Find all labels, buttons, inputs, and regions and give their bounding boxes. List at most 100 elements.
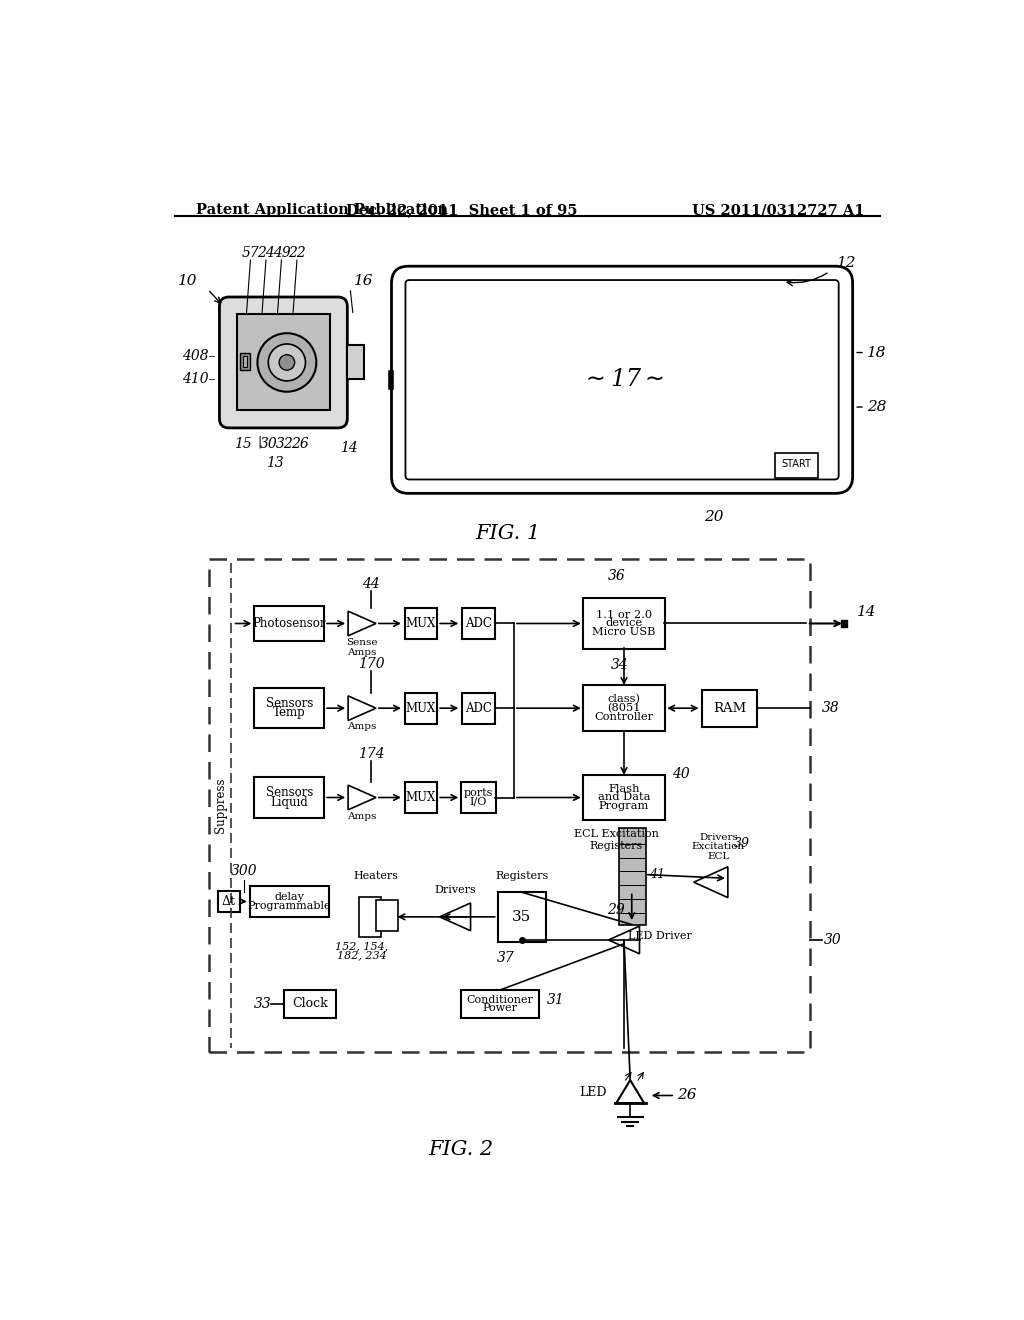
Bar	[218, 891, 240, 912]
Text: Patent Application Publication: Patent Application Publication	[197, 203, 449, 216]
Circle shape	[280, 355, 295, 370]
Text: 14: 14	[856, 605, 876, 619]
Bar	[243, 356, 248, 367]
Bar	[584, 775, 665, 820]
FancyBboxPatch shape	[391, 267, 853, 494]
Text: I/O: I/O	[470, 797, 487, 807]
Text: 410–: 410–	[182, 372, 216, 387]
Text: FIG. 1: FIG. 1	[475, 524, 541, 543]
Text: Programmable: Programmable	[248, 900, 331, 911]
Text: Conditioner: Conditioner	[467, 994, 534, 1005]
Bar	[584, 685, 665, 731]
Text: 13: 13	[266, 457, 284, 470]
Text: MUX: MUX	[406, 616, 436, 630]
Text: 33: 33	[254, 997, 271, 1011]
Text: 300: 300	[231, 865, 258, 878]
Text: Temp: Temp	[272, 706, 305, 719]
Text: Δt: Δt	[222, 895, 236, 908]
Text: 26: 26	[291, 437, 309, 451]
Bar	[462, 609, 495, 639]
Bar	[618, 829, 646, 924]
Bar	[241, 354, 250, 370]
Text: Amps: Amps	[347, 812, 377, 821]
Text: ADC: ADC	[465, 616, 492, 630]
Text: 30: 30	[824, 933, 842, 946]
Bar	[841, 619, 847, 627]
Text: 31: 31	[547, 993, 564, 1007]
Text: ports: ports	[464, 788, 493, 799]
Text: delay: delay	[274, 892, 304, 902]
Text: Power: Power	[482, 1003, 517, 1014]
Text: 182, 234: 182, 234	[337, 950, 387, 960]
Text: 26: 26	[677, 1089, 696, 1102]
Text: 34: 34	[611, 657, 629, 672]
Bar	[462, 693, 495, 723]
Bar	[254, 606, 324, 640]
Bar	[254, 688, 324, 729]
Bar	[584, 598, 665, 648]
Circle shape	[268, 345, 305, 381]
Text: 174: 174	[358, 747, 385, 760]
Bar	[461, 781, 496, 813]
Text: ADC: ADC	[465, 702, 492, 714]
Bar	[250, 886, 329, 917]
Bar	[284, 990, 337, 1018]
Text: US 2011/0312727 A1: US 2011/0312727 A1	[692, 203, 864, 216]
Text: Sense: Sense	[346, 638, 378, 647]
Text: 14: 14	[340, 441, 358, 455]
Text: MUX: MUX	[406, 702, 436, 714]
Text: 35: 35	[512, 909, 531, 924]
Text: 32: 32	[275, 437, 294, 451]
Text: $\sim$17$\sim$: $\sim$17$\sim$	[581, 368, 664, 391]
Text: 22: 22	[288, 246, 306, 260]
Text: Drivers: Drivers	[434, 886, 476, 895]
Polygon shape	[439, 903, 471, 931]
Polygon shape	[348, 611, 376, 636]
Text: MUX: MUX	[406, 791, 436, 804]
Text: Amps: Amps	[347, 648, 377, 656]
Text: 12: 12	[838, 256, 857, 271]
Text: ECL Excitation
Registers: ECL Excitation Registers	[573, 829, 658, 850]
Bar	[461, 990, 539, 1018]
Text: Amps: Amps	[347, 722, 377, 731]
Text: 37: 37	[498, 950, 515, 965]
Text: 170: 170	[358, 657, 385, 671]
Text: Suppress: Suppress	[214, 777, 226, 833]
Text: Photosensor: Photosensor	[253, 616, 326, 630]
Text: Controller: Controller	[595, 711, 653, 722]
Text: Heaters: Heaters	[353, 871, 398, 882]
Text: ECL: ECL	[708, 851, 730, 861]
Text: 49: 49	[272, 246, 291, 260]
Text: Liquid: Liquid	[270, 796, 308, 809]
Text: Registers: Registers	[495, 871, 548, 880]
FancyBboxPatch shape	[406, 280, 839, 479]
Polygon shape	[608, 927, 640, 954]
Text: 10: 10	[178, 273, 198, 288]
Bar	[346, 345, 364, 379]
Bar	[237, 314, 330, 411]
Bar	[404, 693, 437, 723]
Text: 36: 36	[607, 569, 625, 583]
Text: Drivers: Drivers	[699, 833, 738, 842]
Text: 16: 16	[354, 273, 374, 288]
Bar	[498, 892, 546, 942]
Text: Sensors: Sensors	[265, 787, 313, 800]
Bar	[209, 558, 810, 1052]
Text: LED Driver: LED Driver	[628, 931, 692, 941]
Text: Program: Program	[599, 801, 649, 812]
Text: 20: 20	[705, 511, 724, 524]
Text: 57: 57	[242, 246, 259, 260]
Text: FIG. 2: FIG. 2	[429, 1140, 494, 1159]
Text: Dec. 22, 2011  Sheet 1 of 95: Dec. 22, 2011 Sheet 1 of 95	[345, 203, 577, 216]
Text: START: START	[781, 459, 811, 469]
Text: 40: 40	[672, 767, 690, 781]
Text: 41: 41	[649, 869, 665, 880]
Text: Micro USB: Micro USB	[592, 627, 655, 638]
Text: (8051: (8051	[607, 704, 641, 713]
Text: 18: 18	[866, 346, 886, 359]
Text: LED: LED	[580, 1086, 607, 1100]
Bar	[701, 689, 758, 726]
Text: 1.1 or 2.0: 1.1 or 2.0	[596, 610, 652, 619]
Text: 29: 29	[607, 903, 625, 917]
Text: 39: 39	[734, 837, 750, 850]
